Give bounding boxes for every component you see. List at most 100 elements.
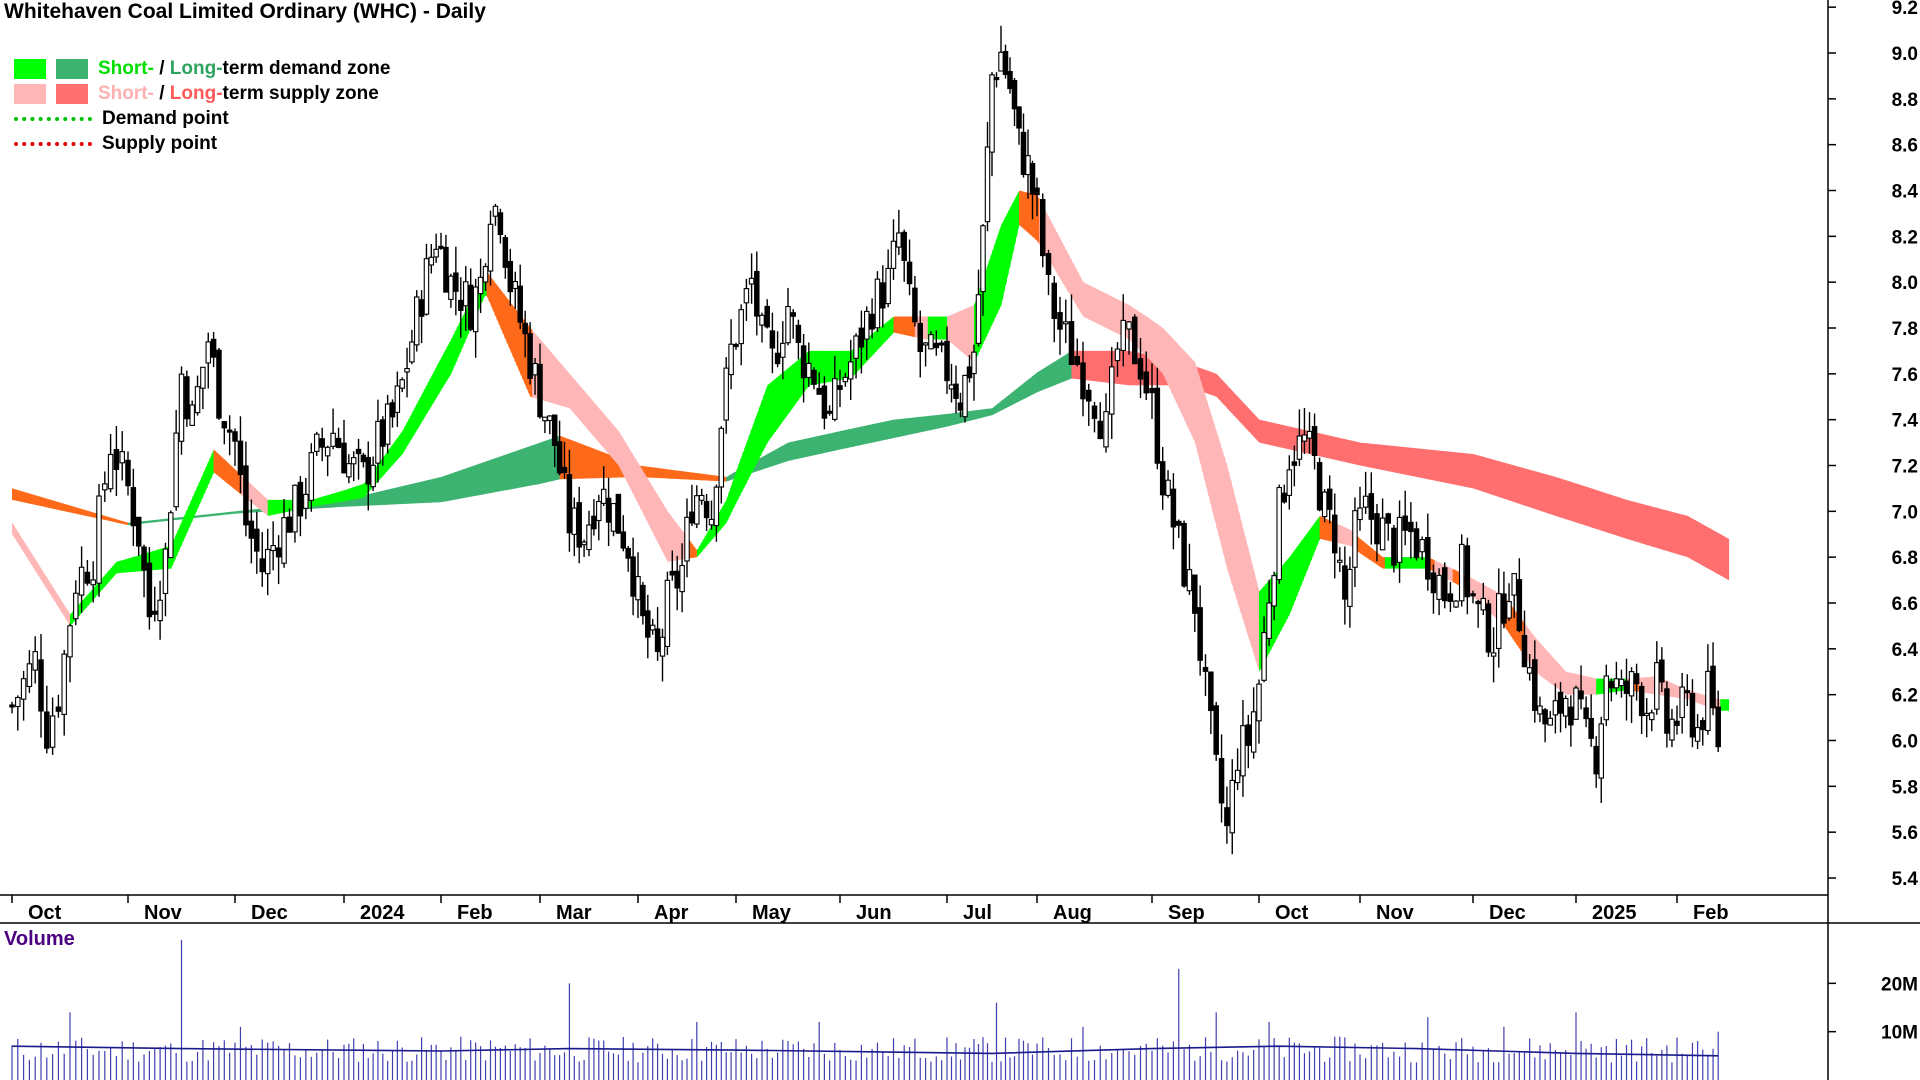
- x-tick-label: 2024: [360, 902, 405, 924]
- short-term-zone-segment: [612, 424, 616, 461]
- long-term-zone-segment: [1382, 444, 1386, 471]
- long-term-zone-segment: [1307, 430, 1311, 455]
- long-term-zone-segment: [205, 514, 208, 517]
- long-term-zone-segment: [1481, 456, 1484, 492]
- short-term-zone-segment: [460, 315, 464, 351]
- short-term-zone-segment: [712, 520, 716, 539]
- long-term-zone-segment: [831, 432, 835, 452]
- candle-body: [1261, 632, 1267, 681]
- long-term-zone-segment: [1076, 350, 1079, 380]
- long-term-zone-segment: [1106, 350, 1109, 383]
- candle-body: [713, 486, 720, 527]
- long-term-zone-segment: [427, 479, 430, 503]
- short-term-zone-segment: [1602, 678, 1605, 694]
- short-term-zone-segment: [1393, 557, 1397, 569]
- short-term-zone-segment: [1364, 542, 1368, 558]
- candle-body: [896, 232, 902, 248]
- long-term-zone-segment: [155, 519, 159, 523]
- short-term-zone-segment: [1341, 526, 1345, 545]
- legend-demand-sep: /: [153, 58, 170, 79]
- short-term-zone-segment: [1600, 678, 1603, 695]
- long-term-zone-segment: [1226, 385, 1230, 411]
- long-term-zone-segment: [419, 481, 423, 504]
- long-term-zone-segment: [1345, 439, 1349, 463]
- short-term-zone-segment: [1101, 291, 1105, 327]
- short-term-zone-segment: [291, 499, 295, 511]
- long-term-zone-segment: [480, 462, 484, 495]
- long-term-zone-segment: [577, 442, 580, 479]
- short-term-zone-segment: [1610, 678, 1613, 693]
- candle-body: [1291, 461, 1298, 466]
- long-term-zone-segment: [263, 508, 267, 512]
- candle-body: [664, 579, 671, 647]
- candle-body: [200, 366, 206, 389]
- candle-body: [625, 547, 631, 559]
- short-term-zone-segment: [330, 493, 334, 504]
- candle-body: [1143, 371, 1150, 394]
- short-term-zone-segment: [1013, 197, 1016, 249]
- short-term-zone-segment: [1510, 604, 1513, 639]
- candle-body: [806, 362, 812, 378]
- candle-body: [492, 205, 499, 217]
- long-term-zone-segment: [790, 441, 793, 461]
- long-term-zone-segment: [328, 501, 332, 508]
- long-term-zone-segment: [712, 475, 716, 481]
- short-term-zone-segment: [1407, 557, 1411, 569]
- candle-body: [962, 374, 968, 418]
- short-term-zone-segment: [239, 473, 243, 496]
- candle-body: [1197, 607, 1203, 661]
- long-term-zone-segment: [647, 466, 651, 478]
- short-term-zone-segment: [492, 279, 496, 315]
- candle-body: [355, 448, 362, 455]
- long-term-zone-segment: [1244, 403, 1247, 429]
- long-term-zone-segment: [522, 448, 525, 488]
- candle-body: [1715, 706, 1721, 748]
- candle-body: [975, 294, 982, 344]
- short-term-zone-segment: [641, 469, 645, 516]
- candle-body: [423, 258, 430, 315]
- short-term-zone-segment: [910, 316, 914, 337]
- candle-body: [1613, 678, 1620, 689]
- long-term-zone-segment: [278, 506, 282, 511]
- long-term-zone-segment: [1103, 350, 1107, 383]
- short-term-zone-segment: [132, 556, 136, 572]
- long-term-zone-segment: [1679, 513, 1682, 556]
- short-term-zone-segment: [872, 332, 875, 356]
- long-term-zone-segment: [1083, 350, 1086, 381]
- long-term-zone-segment: [1718, 533, 1721, 576]
- short-term-zone-segment: [639, 466, 643, 512]
- legend-supply-rest: term supply zone: [222, 83, 379, 104]
- short-term-zone-segment: [596, 405, 600, 443]
- short-term-zone-segment: [419, 394, 423, 426]
- x-tick-label: Sep: [1168, 902, 1205, 924]
- long-term-zone-segment: [1448, 451, 1451, 484]
- long-term-zone-segment: [906, 418, 910, 436]
- long-term-zone-segment: [1703, 525, 1707, 568]
- short-term-zone-segment: [1303, 535, 1307, 580]
- long-term-zone-segment: [413, 482, 417, 504]
- long-term-zone-segment: [245, 509, 249, 513]
- long-term-zone-segment: [1303, 429, 1307, 454]
- long-term-zone-segment: [1341, 438, 1345, 462]
- long-term-zone-segment: [1275, 423, 1278, 447]
- short-term-zone-segment: [577, 383, 580, 420]
- volume-label: Volume: [4, 928, 75, 950]
- long-term-zone-segment: [60, 502, 64, 511]
- long-term-zone-segment: [1573, 482, 1577, 523]
- short-term-zone-segment: [893, 316, 897, 334]
- candle-body: [1240, 725, 1246, 777]
- long-term-zone-segment: [162, 518, 165, 522]
- long-term-zone-segment: [1169, 359, 1172, 386]
- long-term-zone-segment: [1499, 461, 1503, 499]
- long-term-zone-segment: [825, 433, 829, 453]
- legend-demand-zone: Short- / Long-term demand zone: [14, 56, 390, 81]
- long-term-zone-segment: [1291, 427, 1294, 451]
- long-term-zone-segment: [748, 463, 752, 474]
- candle-body: [1485, 603, 1492, 653]
- volume-average-line: [11, 1045, 1719, 1057]
- long-term-zone-segment: [1526, 468, 1530, 507]
- short-term-zone-segment: [829, 350, 833, 382]
- short-term-zone-segment: [1526, 626, 1530, 663]
- candle-body: [1649, 712, 1655, 721]
- short-term-zone-segment: [1501, 594, 1505, 626]
